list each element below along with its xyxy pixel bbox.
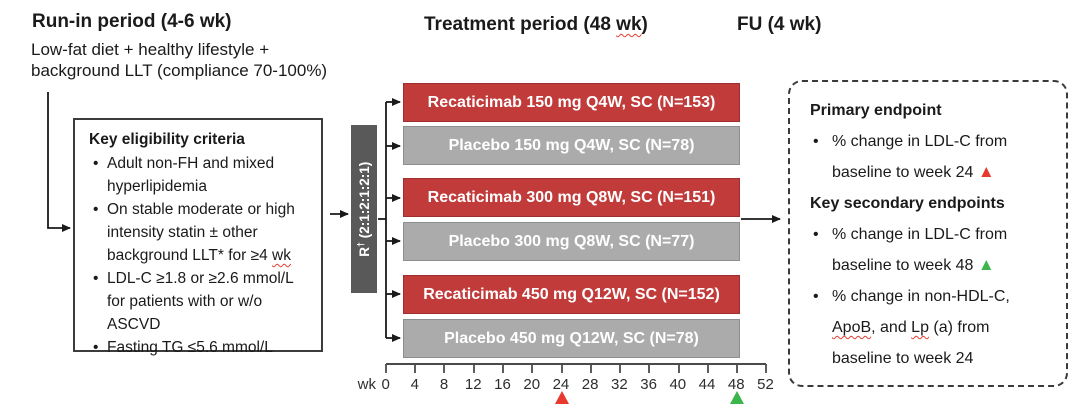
arm-bar-recaticimab-300: Recaticimab 300 mg Q8W, SC (N=151): [403, 178, 740, 217]
secondary-endpoint-item-1: % change in LDL-C from baseline to week …: [810, 219, 1050, 281]
green-triangle-icon: ▲: [977, 255, 995, 274]
randomization-r: R: [357, 246, 373, 257]
arm-bar-recaticimab-150: Recaticimab 150 mg Q4W, SC (N=153): [403, 83, 740, 122]
randomization-ratio: (2:1:2:1:2:1): [357, 161, 373, 242]
axis-tick-label: 28: [581, 376, 599, 393]
treatment-period-title: Treatment period (48 wk): [424, 14, 648, 36]
axis-tick-label: 16: [494, 376, 511, 393]
axis-tick-label: 36: [640, 376, 657, 393]
secondary-endpoints-title: Key secondary endpoints: [810, 195, 1005, 212]
secondary-endpoint-1-text: % change in LDL-C from baseline to week …: [832, 226, 1008, 274]
red-triangle-icon: ▲: [977, 162, 995, 181]
eligibility-item-1: Adult non-FH and mixed hyperlipidemia: [89, 152, 313, 198]
arm-bar-recaticimab-450: Recaticimab 450 mg Q12W, SC (N=152): [403, 275, 740, 314]
eligibility-item-2-squiggle-word: wk: [272, 247, 291, 264]
randomization-label: R† (2:1:2:1:2:1): [356, 161, 373, 256]
secondary-endpoint-item-2: % change in non-HDL-C, ApoB, and Lp (a) …: [810, 281, 1050, 374]
secondary-endpoint-2-squiggle-apob: ApoB: [832, 319, 872, 336]
treatment-title-close: ): [641, 14, 648, 35]
axis-tick-label: 12: [464, 376, 482, 393]
arm-bar-placebo-300: Placebo 300 mg Q8W, SC (N=77): [403, 222, 740, 261]
eligibility-item-4-text: Fasting TG ≤5.6 mmol/L: [107, 339, 273, 356]
randomization-box: R† (2:1:2:1:2:1): [351, 125, 377, 293]
axis-unit-label: wk: [357, 376, 376, 393]
arm-bar-placebo-450: Placebo 450 mg Q12W, SC (N=78): [403, 319, 740, 358]
axis-tick-label: 32: [611, 376, 628, 393]
treatment-title-squiggle-word: wk: [616, 14, 642, 35]
secondary-endpoint-2-squiggle-lp: Lp: [911, 319, 929, 336]
eligibility-title: Key eligibility criteria: [89, 131, 245, 148]
axis-tick-label: 4: [410, 376, 419, 393]
week-axis: 0 4 8 12 16 20 24 28 32 36 40 44 48 52: [371, 376, 780, 393]
eligibility-item-4: Fasting TG ≤5.6 mmol/L: [89, 336, 313, 359]
run-in-subtitle-line2: background LLT (compliance 70-100%): [31, 61, 328, 80]
treatment-title-text: Treatment period (48: [424, 14, 617, 35]
eligibility-item-2-text: On stable moderate or high intensity sta…: [107, 201, 295, 264]
secondary-endpoint-2-text: (a) from baseline to week 24: [832, 319, 990, 367]
secondary-endpoint-2-text: % change in non-HDL-C,: [832, 288, 1010, 305]
axis-tick-label: 8: [439, 376, 449, 393]
run-in-title: Run-in period (4-6 wk): [32, 11, 232, 32]
arm-bar-placebo-150: Placebo 150 mg Q4W, SC (N=78): [403, 126, 740, 165]
endpoints-box: Primary endpoint % change in LDL-C from …: [788, 80, 1068, 387]
follow-up-title: FU (4 wk): [737, 14, 822, 35]
eligibility-item-3: LDL-C ≥1.8 or ≥2.6 mmol/L for patients w…: [89, 267, 313, 336]
primary-endpoint-title: Primary endpoint: [810, 102, 942, 119]
axis-tick-label: 24: [552, 376, 570, 393]
axis-tick-label: 44: [698, 376, 716, 393]
secondary-endpoint-2-text: , and: [871, 319, 912, 336]
axis-tick-label: 40: [669, 376, 687, 393]
eligibility-item-2: On stable moderate or high intensity sta…: [89, 198, 313, 267]
primary-endpoint-item: % change in LDL-C from baseline to week …: [810, 126, 1050, 188]
eligibility-item-1-text: Adult non-FH and mixed hyperlipidemia: [107, 155, 275, 195]
eligibility-item-3-text: LDL-C ≥1.8 or ≥2.6 mmol/L for patients w…: [107, 270, 294, 333]
axis-tick-label: 0: [381, 376, 390, 393]
run-in-subtitle-line1: Low-fat diet + healthy lifestyle +: [31, 40, 270, 59]
primary-endpoint-text: % change in LDL-C from baseline to week …: [832, 133, 1008, 181]
axis-tick-label: 52: [757, 376, 774, 393]
axis-tick-label: 20: [523, 376, 541, 393]
eligibility-box: Key eligibility criteria Adult non-FH an…: [73, 118, 323, 359]
randomization-footnote-mark: †: [355, 241, 366, 247]
axis-tick-label: 48: [727, 376, 745, 393]
week24-red-triangle-icon: [555, 391, 569, 404]
week48-green-triangle-icon: [730, 391, 744, 404]
